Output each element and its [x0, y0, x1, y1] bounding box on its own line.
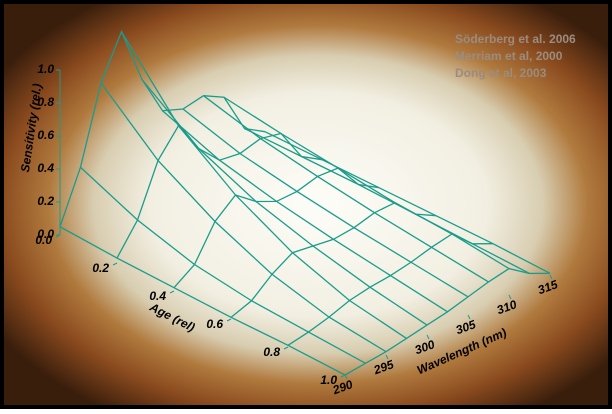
annotation: Merriam et al, 2000 [455, 49, 563, 63]
z-tick-label: 0.2 [37, 194, 54, 208]
y-tick-label: 0.8 [263, 345, 280, 359]
z-tick-label: 1.0 [37, 62, 54, 76]
y-tick-label: 0.2 [92, 261, 109, 275]
chart: 0.00.20.40.60.81.00.00.20.40.60.81.02902… [0, 0, 612, 409]
z-tick-label: 0.4 [37, 161, 54, 175]
y-tick-label: 0.0 [35, 233, 52, 247]
y-tick-label: 0.6 [206, 317, 223, 331]
annotation: Dong et al, 2003 [455, 66, 547, 80]
annotation: Söderberg et al. 2006 [455, 32, 576, 46]
z-tick-label: 0.6 [37, 128, 54, 142]
background-photo [4, 4, 608, 405]
